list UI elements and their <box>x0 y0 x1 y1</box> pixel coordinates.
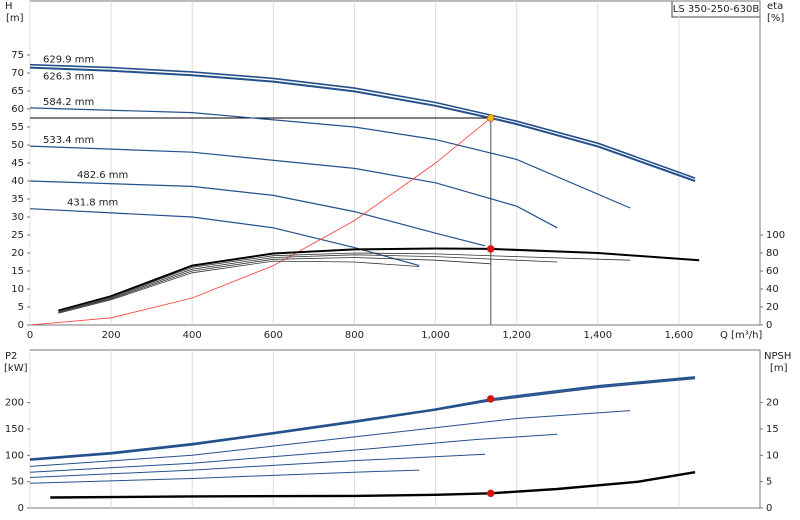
y-tick-label: 30 <box>11 212 24 223</box>
y-unit: [kW] <box>4 363 28 374</box>
x-tick-label: 800 <box>345 330 364 341</box>
y2-tick-label: 20 <box>766 398 779 409</box>
curve <box>29 66 696 182</box>
curve <box>29 377 696 461</box>
y2-unit: [m] <box>770 363 788 374</box>
x-tick-label: 0 <box>27 330 33 341</box>
x-tick-label: 200 <box>102 330 121 341</box>
y-tick-label: 5 <box>18 302 24 313</box>
y2-tick-label: 15 <box>766 424 779 435</box>
curve <box>58 260 420 314</box>
x-tick-label: 1,600 <box>665 330 694 341</box>
curve <box>58 252 631 312</box>
y2-tick-label: 40 <box>766 284 779 295</box>
curve-label: 629.9 mm <box>43 55 94 66</box>
curve-label: 533.4 mm <box>43 135 94 146</box>
y-tick-label: 0 <box>18 503 24 514</box>
y-label: P2 <box>5 351 17 362</box>
x-tick-label: 600 <box>264 330 283 341</box>
operating-point <box>486 114 495 122</box>
operating-point <box>486 489 495 498</box>
curve-label: 626.3 mm <box>43 72 94 83</box>
y-tick-label: 55 <box>11 122 24 133</box>
y-tick-label: 40 <box>11 176 24 187</box>
curve <box>29 410 631 467</box>
curve <box>29 145 558 229</box>
curve <box>29 63 696 179</box>
curve <box>58 257 491 313</box>
y2-tick-label: 20 <box>766 302 779 313</box>
y-tick-label: 50 <box>11 140 24 151</box>
y2-tick-label: 5 <box>766 477 772 488</box>
x-tick-label: 1,000 <box>421 330 450 341</box>
y-label: H <box>5 1 13 12</box>
y-tick-label: 10 <box>11 284 24 295</box>
y-tick-label: 45 <box>11 158 24 169</box>
curve <box>29 376 696 460</box>
y2-unit: [%] <box>767 13 784 24</box>
y-tick-label: 60 <box>11 104 24 115</box>
curve <box>29 453 486 478</box>
y2-tick-label: 10 <box>766 450 779 461</box>
curve <box>29 107 631 209</box>
y-tick-label: 75 <box>11 50 24 61</box>
curve <box>50 471 696 499</box>
y-tick-label: 25 <box>11 230 24 241</box>
plot-frame <box>29 0 761 326</box>
x-tick-label: 400 <box>183 330 202 341</box>
y-tick-label: 35 <box>11 194 24 205</box>
y2-tick-label: 0 <box>766 320 772 331</box>
curve <box>29 469 420 484</box>
y-unit: [m] <box>6 13 24 24</box>
curve-label: 431.8 mm <box>67 198 118 209</box>
y2-label: eta <box>767 1 783 12</box>
curve <box>29 208 420 267</box>
y-tick-label: 20 <box>11 248 24 259</box>
y2-tick-label: 0 <box>766 503 772 514</box>
y2-label: NPSH <box>764 351 791 362</box>
y-tick-label: 200 <box>5 398 24 409</box>
curve <box>29 117 491 326</box>
y-tick-label: 65 <box>11 86 24 97</box>
x-tick-label: 1,400 <box>583 330 612 341</box>
y2-tick-label: 60 <box>766 266 779 277</box>
curve <box>58 247 700 312</box>
curve <box>29 180 486 247</box>
y-tick-label: 15 <box>11 266 24 277</box>
y2-tick-label: 100 <box>766 230 785 241</box>
operating-point <box>486 245 495 253</box>
chart-title: LS 350-250-630B <box>673 4 760 15</box>
y-tick-label: 100 <box>5 450 24 461</box>
curve-label: 584.2 mm <box>43 97 94 108</box>
y-tick-label: 0 <box>18 320 24 331</box>
operating-point <box>486 395 495 403</box>
x-tick-label: 1,200 <box>502 330 531 341</box>
curve <box>29 433 558 473</box>
y-tick-label: 70 <box>11 68 24 79</box>
x-label: Q [m³/h] <box>720 330 762 341</box>
curve <box>58 254 558 313</box>
plot-frame <box>29 349 761 509</box>
curve-label: 482.6 mm <box>77 170 128 181</box>
y-tick-label: 50 <box>11 477 24 488</box>
y-tick-label: 150 <box>5 424 24 435</box>
y2-tick-label: 80 <box>766 248 779 259</box>
